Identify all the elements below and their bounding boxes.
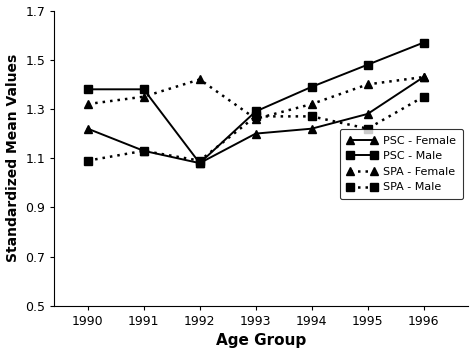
Line: PSC - Female: PSC - Female xyxy=(84,73,428,167)
PSC - Female xyxy=(421,75,427,79)
SPA - Female xyxy=(141,95,146,99)
PSC - Female xyxy=(141,149,146,153)
PSC - Male xyxy=(141,87,146,91)
PSC - Female xyxy=(197,161,202,165)
PSC - Female xyxy=(365,112,371,116)
SPA - Male xyxy=(309,114,315,119)
PSC - Male xyxy=(309,85,315,89)
Line: PSC - Male: PSC - Male xyxy=(84,39,428,167)
Y-axis label: Standardized Mean Values: Standardized Mean Values xyxy=(6,54,19,262)
SPA - Male xyxy=(85,159,91,163)
SPA - Female xyxy=(197,77,202,81)
PSC - Male xyxy=(421,40,427,45)
Legend: PSC - Female, PSC - Male, SPA - Female, SPA - Male: PSC - Female, PSC - Male, SPA - Female, … xyxy=(340,129,463,199)
SPA - Female xyxy=(85,102,91,106)
SPA - Male xyxy=(253,114,258,119)
PSC - Male xyxy=(253,109,258,114)
PSC - Male xyxy=(365,63,371,67)
PSC - Male xyxy=(85,87,91,91)
PSC - Female xyxy=(309,126,315,131)
SPA - Male xyxy=(197,159,202,163)
SPA - Female xyxy=(365,82,371,86)
SPA - Female xyxy=(309,102,315,106)
X-axis label: Age Group: Age Group xyxy=(216,333,306,348)
PSC - Male xyxy=(197,161,202,165)
Line: SPA - Male: SPA - Male xyxy=(84,93,428,165)
PSC - Female xyxy=(253,131,258,136)
PSC - Female xyxy=(85,126,91,131)
Line: SPA - Female: SPA - Female xyxy=(84,73,428,122)
SPA - Male xyxy=(421,95,427,99)
SPA - Male xyxy=(365,126,371,131)
SPA - Female xyxy=(253,117,258,121)
SPA - Female xyxy=(421,75,427,79)
SPA - Male xyxy=(141,149,146,153)
